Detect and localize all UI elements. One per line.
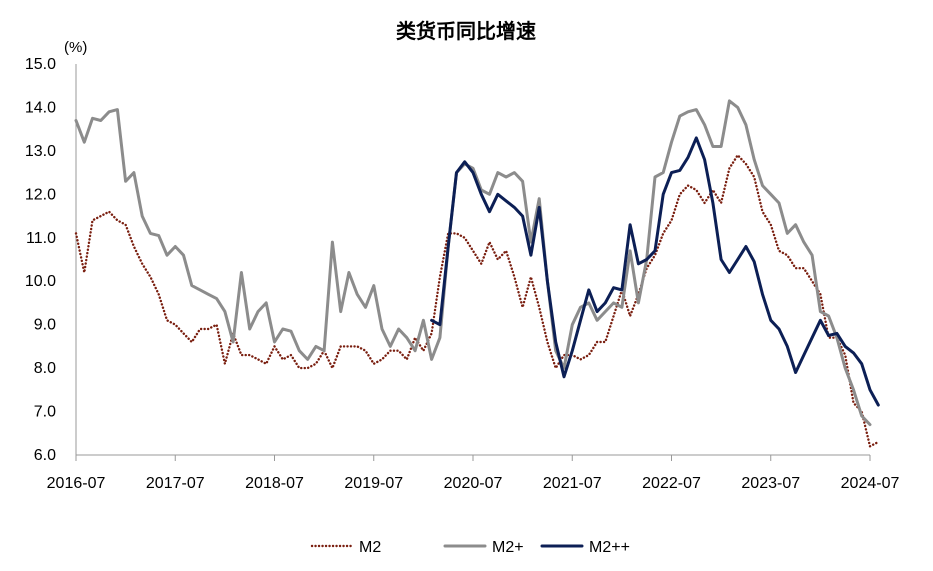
y-tick-label: 13.0	[25, 143, 56, 160]
x-tick-label: 2019-07	[344, 475, 403, 492]
y-tick-label: 7.0	[34, 404, 56, 421]
y-tick-label: 11.0	[26, 230, 56, 247]
x-tick-label: 2017-07	[146, 475, 205, 492]
y-tick-label: 12.0	[25, 186, 56, 203]
y-tick-label: 10.0	[25, 273, 56, 290]
legend-label-m2plusplus: M2++	[589, 539, 630, 556]
plot-area: 6.0 7.0 8.0 9.0 10.0 11.0 12.0 13.0 14.0 15.0 2016…	[25, 56, 900, 492]
x-tick-label: 2024-07	[841, 475, 900, 492]
legend: M2 M2+ M2++	[310, 539, 630, 556]
y-tick-label: 15.0	[25, 56, 56, 73]
series-line-m2plus	[74, 99, 872, 427]
series-line-m2plusplus	[430, 136, 880, 407]
legend-label-m2plus: M2+	[492, 539, 524, 556]
y-tick-label: 14.0	[25, 99, 56, 116]
series-line-m2	[74, 153, 880, 448]
legend-label-m2: M2	[359, 539, 381, 556]
y-axis-unit-label: (%)	[64, 39, 87, 56]
chart-title: 类货币同比增速	[396, 19, 536, 43]
x-tick-label: 2022-07	[642, 475, 701, 492]
y-tick-label: 8.0	[34, 360, 56, 377]
x-tick-label: 2021-07	[543, 475, 602, 492]
x-tick-label: 2018-07	[245, 475, 304, 492]
y-tick-label: 6.0	[34, 447, 56, 464]
y-tick-label: 9.0	[34, 317, 56, 334]
x-tick-label: 2016-07	[47, 475, 106, 492]
x-tick-label: 2020-07	[444, 475, 503, 492]
x-tick-label: 2023-07	[741, 475, 800, 492]
